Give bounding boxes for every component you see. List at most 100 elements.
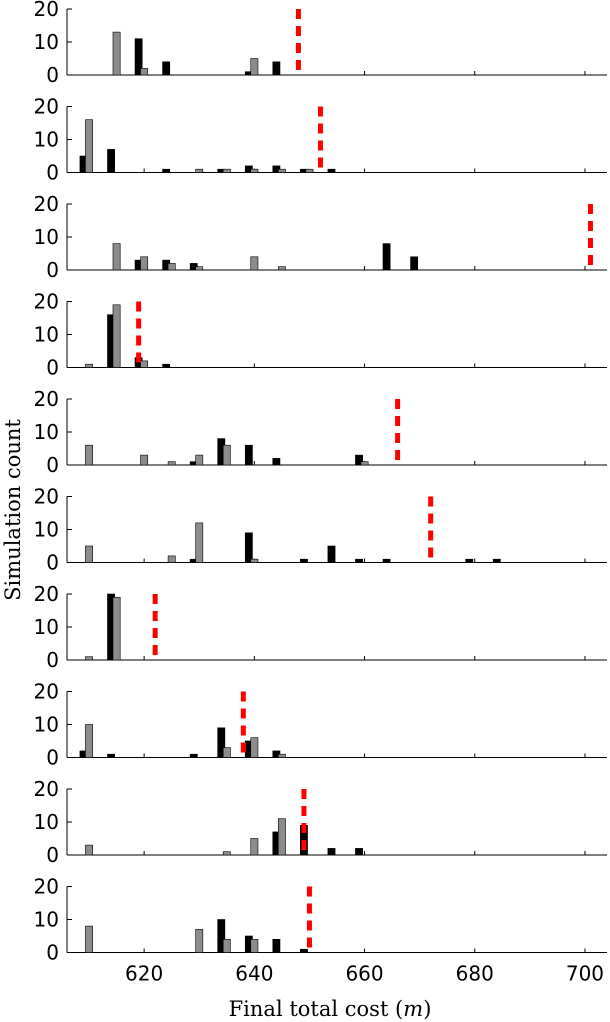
bar-series-a <box>382 243 391 271</box>
bar-series-b <box>140 68 149 76</box>
bar-series-b <box>250 168 259 173</box>
bar-series-a <box>162 61 171 76</box>
bar-series-b <box>250 737 259 758</box>
bar-series-a <box>134 38 143 76</box>
x-tick-label: 640 <box>235 962 273 986</box>
y-tick-label: 0 <box>46 746 59 770</box>
bar-series-a <box>327 545 336 563</box>
bar-series-b <box>140 454 149 466</box>
bar-series-b <box>112 304 121 368</box>
bar-series-b <box>140 256 149 271</box>
bar-series-b <box>167 555 176 563</box>
x-axis-label: Final total cost (m) <box>229 997 432 1021</box>
bar-series-b <box>85 363 93 368</box>
bar-series-b <box>195 454 204 466</box>
bar-series-a <box>162 363 171 368</box>
bar-series-b <box>277 818 286 856</box>
bar-series-b <box>85 844 93 856</box>
x-axis-label-main: Final total cost ( <box>229 997 404 1021</box>
bar-series-b <box>222 747 231 758</box>
bar-series-b <box>195 522 204 563</box>
bar-series-a <box>272 61 281 76</box>
bar-series-b <box>85 925 93 953</box>
bar-series-a <box>355 848 363 856</box>
bar-series-b <box>140 360 149 368</box>
y-tick-label: 20 <box>34 485 59 509</box>
bar-series-b <box>85 656 93 661</box>
x-tick-label: 620 <box>125 962 163 986</box>
bar-series-b <box>305 168 314 173</box>
panel-1: 0 10 20 <box>34 0 607 87</box>
bar-series-a <box>300 948 308 953</box>
y-tick-label: 0 <box>46 648 59 672</box>
x-tick-label: 660 <box>345 962 383 986</box>
x-axis-label-close: ) <box>423 997 431 1021</box>
panel-10: 0 10 20 <box>34 875 607 965</box>
bar-series-a <box>410 256 419 271</box>
y-tick-label: 0 <box>46 63 59 87</box>
bar-series-b <box>222 851 231 856</box>
bar-series-b <box>250 58 259 76</box>
bar-series-b <box>112 596 121 661</box>
bar-series-b <box>167 263 176 271</box>
bar-series-a <box>272 458 281 466</box>
y-tick-label: 20 <box>34 875 59 899</box>
panel-5: 0 10 20 <box>34 387 607 477</box>
y-tick-label: 20 <box>34 0 59 21</box>
bar-series-b <box>167 461 176 466</box>
y-tick-label: 0 <box>46 356 59 380</box>
bar-series-b <box>112 243 121 271</box>
bar-series-b <box>360 461 369 466</box>
y-tick-label: 10 <box>34 713 59 737</box>
y-tick-label: 20 <box>34 777 59 801</box>
bar-series-a <box>465 558 474 563</box>
bar-series-a <box>327 848 336 856</box>
y-tick-label: 10 <box>34 30 59 54</box>
bar-series-a <box>327 168 336 173</box>
y-tick-label: 20 <box>34 290 59 314</box>
bar-series-a <box>107 149 115 173</box>
bar-series-b <box>250 838 259 856</box>
y-tick-label: 10 <box>34 615 59 639</box>
bar-series-b <box>277 266 286 271</box>
y-tick-label: 0 <box>46 843 59 867</box>
y-tick-label: 20 <box>34 95 59 119</box>
bar-series-a <box>300 558 308 563</box>
y-tick-label: 0 <box>46 453 59 477</box>
bar-series-b <box>250 938 259 953</box>
bar-series-b <box>222 168 231 173</box>
y-tick-label: 0 <box>46 941 59 965</box>
panel-2: 0 10 20 <box>34 95 607 185</box>
bar-series-a <box>217 919 226 953</box>
y-tick-label: 10 <box>34 128 59 152</box>
y-tick-label: 10 <box>34 518 59 542</box>
x-axis: 620 640 660 680 700 <box>125 962 604 986</box>
y-tick-label: 20 <box>34 192 59 216</box>
y-tick-label: 0 <box>46 161 59 185</box>
x-axis-label-variable: m <box>403 997 423 1021</box>
bar-series-a <box>244 532 253 563</box>
bar-series-b <box>277 753 286 758</box>
bar-series-b <box>222 444 231 466</box>
bar-series-b <box>250 256 259 271</box>
bar-series-a <box>107 753 115 758</box>
y-tick-label: 0 <box>46 258 59 282</box>
bar-series-a <box>162 168 171 173</box>
y-tick-label: 10 <box>34 225 59 249</box>
y-tick-label: 20 <box>34 387 59 411</box>
y-tick-label: 10 <box>34 323 59 347</box>
y-tick-label: 10 <box>34 908 59 932</box>
bar-series-b <box>277 168 286 173</box>
bar-series-b <box>250 558 259 563</box>
bar-series-b <box>85 444 93 466</box>
bar-series-a <box>217 727 226 758</box>
panels-group: 0 10 20 0 10 20 0 10 20 0 10 20 0 10 20 0 10 20 0 10 20 0 10 20… <box>34 0 607 965</box>
bar-series-b <box>195 929 204 953</box>
y-tick-label: 10 <box>34 810 59 834</box>
y-tick-label: 20 <box>34 582 59 606</box>
panel-9: 0 10 20 <box>34 777 607 867</box>
panel-7: 0 10 20 <box>34 582 607 672</box>
bar-series-b <box>85 545 93 563</box>
bar-series-a <box>382 558 391 563</box>
